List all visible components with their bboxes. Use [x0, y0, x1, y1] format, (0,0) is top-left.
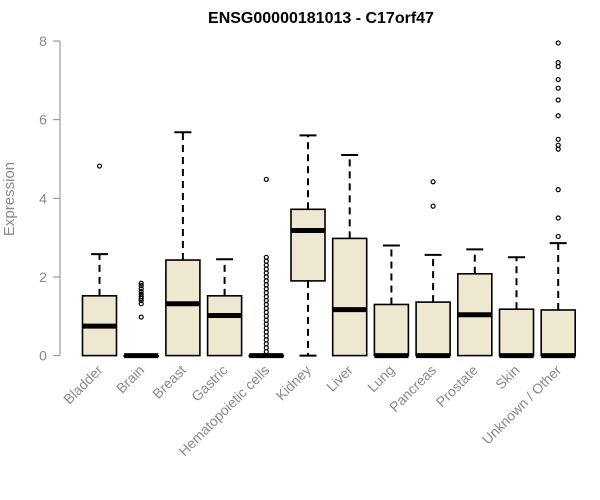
outlier-1-5 [138, 291, 144, 297]
box-body-3 [206, 295, 243, 357]
y-tick-label-1: 2 [39, 269, 47, 285]
box-8 [415, 179, 451, 359]
box-body-6 [331, 237, 368, 357]
box-body-11 [540, 309, 577, 357]
y-axis-label: Expression [1, 162, 18, 236]
x-tick-label-7: Lung [364, 362, 397, 395]
box-series [81, 40, 577, 359]
outlier-1-9 [138, 280, 144, 286]
x-tick-label-2: Breast [149, 362, 189, 402]
outlier-11-0 [555, 233, 561, 240]
outlier-1-7 [138, 286, 144, 292]
outlier-1-1 [138, 301, 144, 307]
box-body-5 [290, 208, 326, 282]
outlier-11-2 [555, 187, 561, 193]
outlier-11-9 [555, 76, 561, 83]
x-tick-label-10: Skin [492, 362, 523, 393]
x-tick-label-5: Kidney [273, 362, 315, 404]
box-11 [540, 40, 577, 359]
outlier-0-0 [96, 163, 103, 169]
x-tick-label-9: Prostate [433, 362, 481, 410]
box-5 [290, 134, 326, 357]
box-body-7 [373, 303, 410, 357]
box-10 [498, 256, 535, 359]
outlier-1-6 [138, 288, 144, 295]
outlier-4-25 [263, 176, 269, 183]
chart-title: ENSG00000181013 - C17orf47 [208, 10, 434, 27]
outlier-11-6 [555, 113, 561, 119]
outlier-1-0 [138, 314, 144, 320]
box-6 [331, 154, 368, 357]
box-body-8 [415, 301, 451, 357]
outlier-1-8 [138, 283, 144, 289]
box-7 [373, 244, 410, 359]
outlier-11-1 [555, 215, 561, 221]
y-tick-label-0: 0 [39, 348, 47, 364]
outlier-8-1 [430, 179, 436, 185]
y-tick-label-3: 6 [39, 112, 47, 128]
box-4 [248, 176, 285, 359]
x-tick-label-6: Liver [323, 362, 356, 395]
outlier-11-5 [555, 136, 561, 142]
outlier-11-4 [555, 142, 561, 148]
outlier-11-7 [555, 97, 561, 103]
box-2 [165, 131, 201, 357]
outlier-8-0 [430, 203, 436, 209]
y-tick-label-2: 4 [39, 190, 47, 206]
x-tick-label-0: Bladder [60, 362, 106, 408]
box-9 [456, 248, 493, 357]
box-body-10 [498, 308, 535, 357]
outlier-11-12 [555, 40, 561, 46]
box-0 [81, 163, 118, 357]
outlier-4-24 [263, 254, 269, 260]
outlier-11-11 [555, 60, 561, 66]
box-3 [206, 258, 243, 357]
box-1 [123, 280, 159, 359]
y-axis-ticks: 0 2 4 6 8 [39, 33, 60, 364]
x-tick-label-1: Brain [113, 362, 147, 396]
box-body-2 [165, 259, 201, 357]
x-tick-label-11: Unknown / Other [479, 362, 565, 448]
outlier-11-8 [555, 85, 561, 91]
outlier-1-4 [138, 294, 144, 300]
y-tick-label-4: 8 [39, 33, 47, 49]
